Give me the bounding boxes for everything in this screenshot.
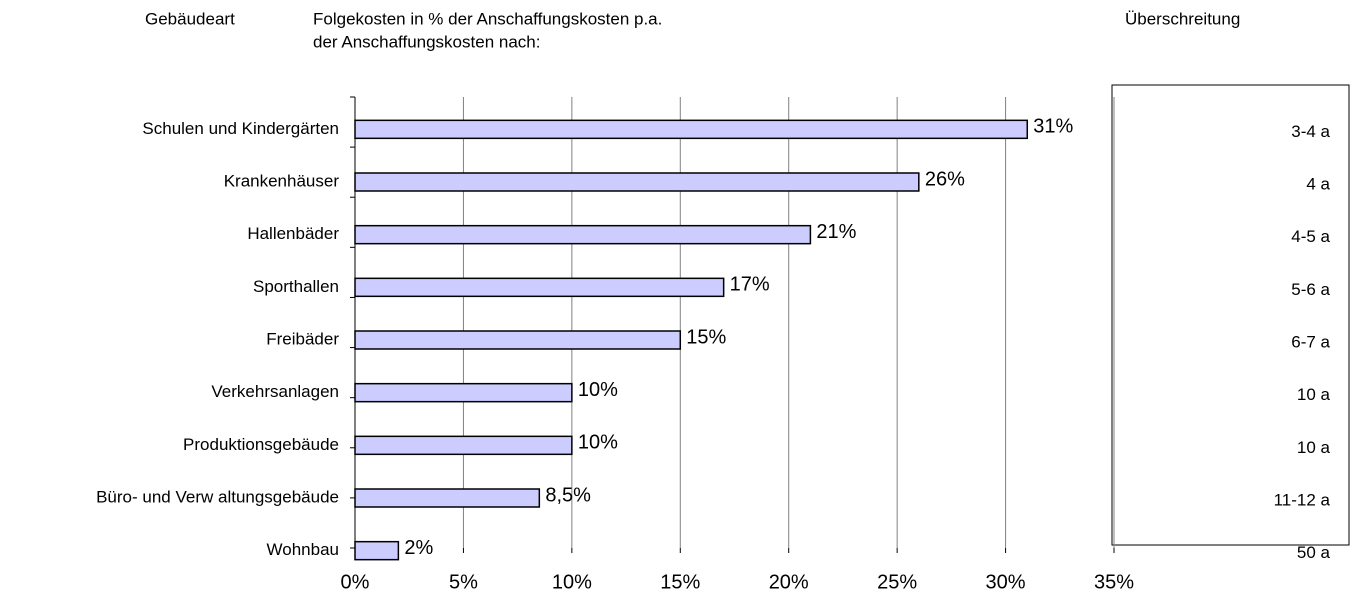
y-tick-label: Freibäder [266,329,339,348]
exceedance-label: 5-6 a [1291,280,1330,299]
x-tick-label: 10% [552,571,592,593]
value-label: 10% [578,379,618,401]
value-label: 15% [686,326,726,348]
y-tick-label: Krankenhäuser [224,171,340,190]
value-label: 2% [404,537,433,559]
exceedance-label: 50 a [1297,543,1331,562]
value-label: 17% [730,274,770,296]
x-tick-label: 30% [986,571,1026,593]
y-tick-label: Verkehrsanlagen [211,382,339,401]
x-tick-label: 35% [1094,571,1134,593]
exceedance-label: 11-12 a [1274,490,1331,509]
exceedance-label: 10 a [1297,385,1331,404]
header: Gebäudeart [145,9,235,28]
x-tick-label: 25% [877,571,917,593]
y-tick-label: Sporthallen [253,277,339,296]
bar [354,540,400,561]
exceedance-label: 3-4 a [1291,122,1330,141]
exceedance-label: 10 a [1297,438,1331,457]
exceedance-label: 4-5 a [1291,227,1330,246]
value-label: 10% [578,432,618,454]
bar [354,435,573,456]
bar [354,224,812,245]
exceedance-box [1111,84,1350,546]
bar [354,488,541,508]
y-tick-label: Schulen und Kindergärten [142,119,339,138]
value-label: 8,5% [545,484,591,506]
exceedance-label: 4 a [1306,174,1330,193]
x-tick-label: 15% [660,571,700,593]
value-label: 26% [925,168,965,190]
x-tick-label: 20% [769,571,809,593]
y-tick-label: Produktionsgebäude [183,435,339,454]
x-tick-label: 5% [449,571,478,593]
header: der Anschaffungskosten nach: [313,32,540,51]
header: Folgekosten in % der Anschaffungskosten … [313,9,662,28]
exceedance-label: 6-7 a [1291,332,1330,351]
bar [354,119,1029,140]
x-tick-label: 0% [341,571,370,593]
bar [354,330,682,350]
bar [354,382,573,403]
bar [354,277,725,298]
y-tick-label: Wohnbau [267,540,339,559]
value-label: 31% [1033,116,1073,138]
value-label: 21% [816,221,856,243]
y-tick-label: Hallenbäder [247,224,339,243]
header: Überschreitung [1125,9,1240,28]
y-tick-label: Büro- und Verw altungsgebäude [96,487,339,506]
bar [354,172,920,192]
